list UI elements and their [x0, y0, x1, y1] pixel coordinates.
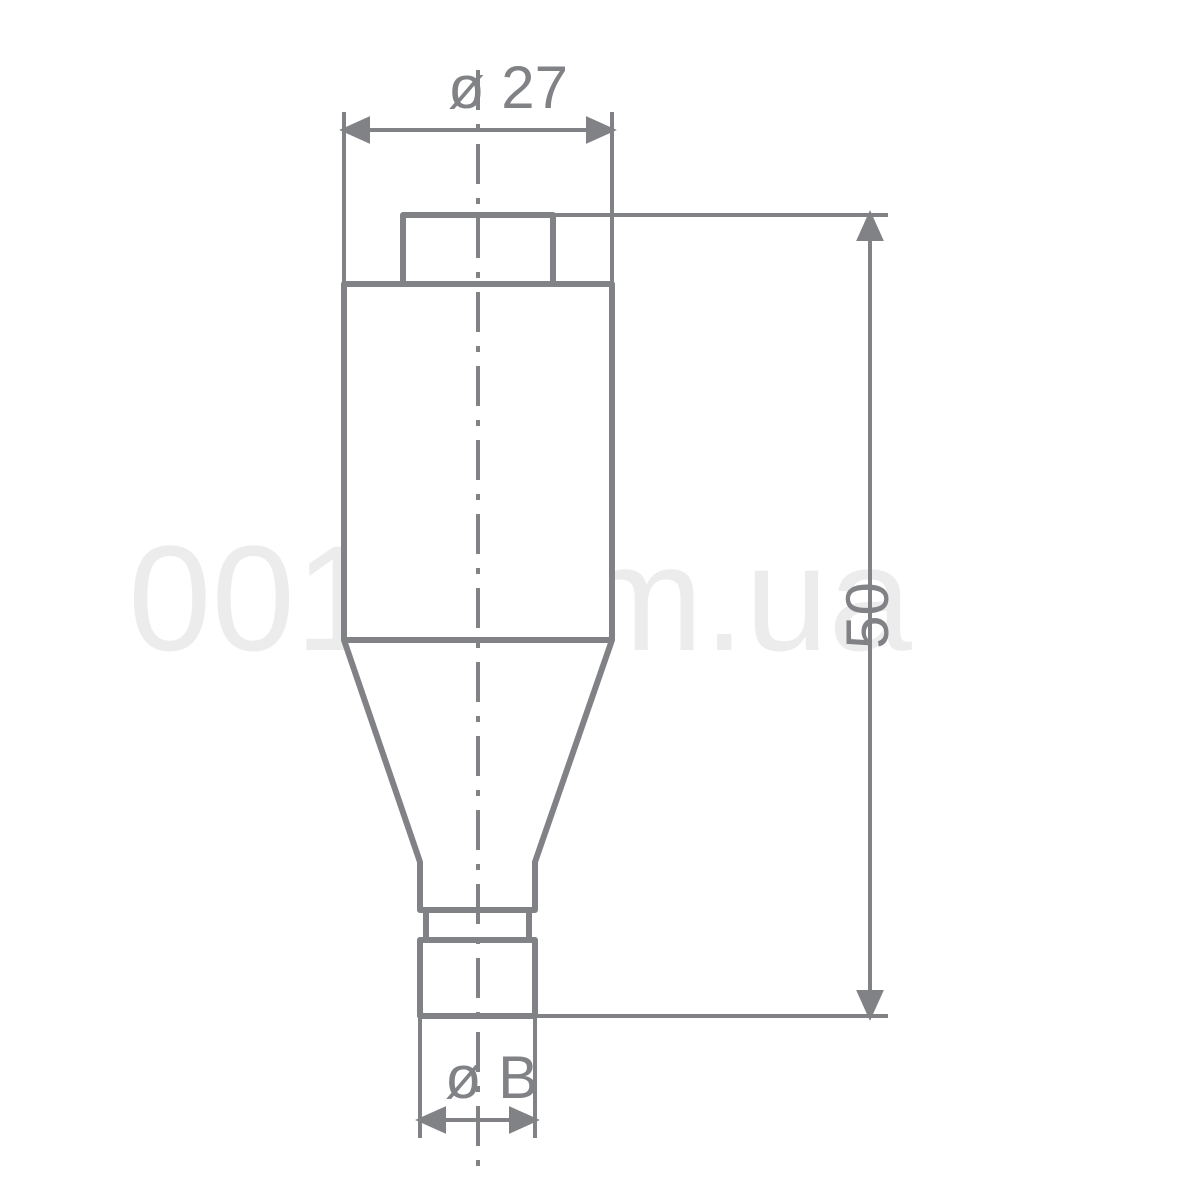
technical-drawing: 001.com.uaø 27ø B50	[0, 0, 1200, 1200]
dim-height-label: 50	[834, 582, 901, 649]
dim-bottom-label: ø B	[445, 1044, 538, 1111]
dim-top-label: ø 27	[448, 54, 568, 121]
